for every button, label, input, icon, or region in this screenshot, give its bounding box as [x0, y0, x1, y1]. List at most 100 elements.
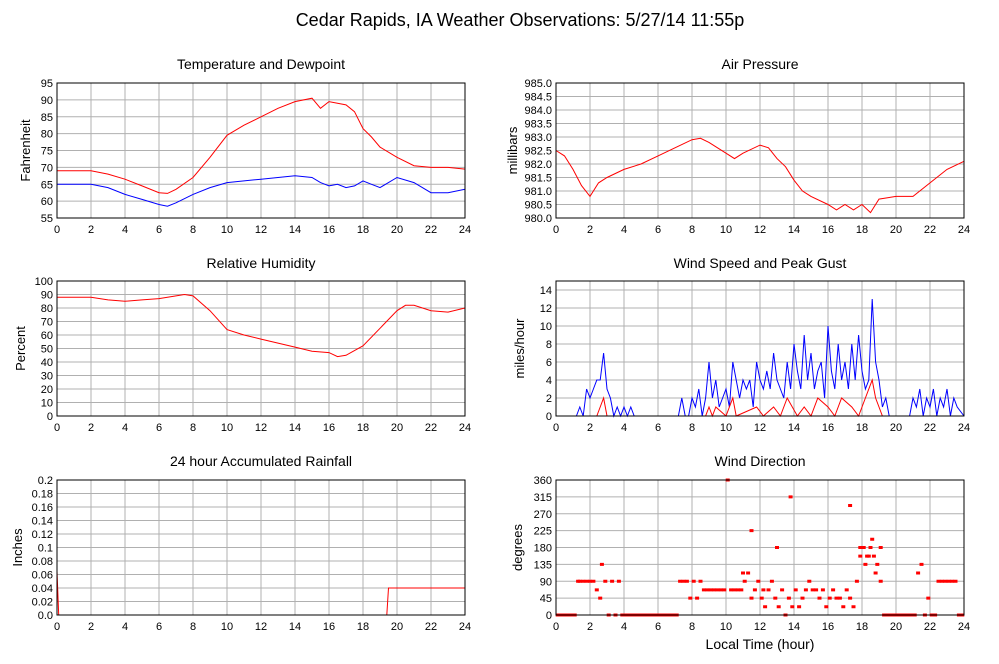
plot-frame — [555, 82, 965, 219]
scatter-point — [705, 588, 710, 592]
x-tick-label: 16 — [822, 422, 834, 434]
scatter-point — [718, 588, 723, 592]
rain-chart: 0 2 4 6 8 10 12 14 16 18 20 22 240.00.020.040.060.08… — [10, 453, 471, 633]
shared-x-axis-label: Local Time (hour) — [706, 636, 815, 652]
x-tick-label: 4 — [621, 422, 627, 434]
chart-title: Wind Speed and Peak Gust — [674, 255, 847, 271]
y-tick-label: 983.5 — [524, 119, 552, 131]
scatter-point — [742, 579, 747, 583]
scatter-point — [584, 579, 589, 583]
y-tick-label: 95 — [41, 78, 53, 90]
scatter-point — [752, 588, 757, 592]
x-tick-label: 20 — [890, 621, 902, 633]
y-axis-label: miles/hour — [512, 318, 527, 379]
chart-title: Temperature and Dewpoint — [177, 56, 345, 72]
y-tick-label: 983.0 — [524, 132, 552, 144]
scatter-point — [875, 562, 880, 566]
series-line-0 — [57, 293, 466, 358]
y-tick-label: 0.0 — [38, 610, 53, 622]
scatter-point — [870, 537, 875, 541]
x-tick-label: 10 — [720, 224, 732, 236]
x-tick-label: 6 — [156, 621, 162, 633]
scatter-point — [878, 579, 883, 583]
scatter-point — [943, 579, 948, 583]
x-tick-label: 18 — [856, 621, 868, 633]
x-tick-label: 8 — [689, 422, 695, 434]
direction-chart: 0 2 4 6 8 10 12 14 16 18 20 22 240459013518022527031… — [510, 453, 970, 633]
y-tick-label: 0.06 — [32, 570, 53, 582]
scatter-point — [793, 588, 798, 592]
scatter-point — [712, 588, 717, 592]
plot-frame — [555, 479, 965, 616]
x-tick-label: 12 — [255, 224, 267, 236]
y-tick-label: 40 — [41, 357, 53, 369]
y-tick-label: 100 — [35, 276, 53, 288]
y-tick-label: 0.18 — [32, 489, 53, 501]
scatter-point — [746, 571, 751, 575]
scatter-point — [871, 554, 876, 558]
x-tick-label: 14 — [788, 621, 800, 633]
x-tick-label: 18 — [357, 422, 369, 434]
scatter-point — [834, 596, 839, 600]
scatter-point — [824, 605, 829, 609]
scatter-point — [678, 579, 683, 583]
x-tick-label: 22 — [425, 621, 437, 633]
series-line-0 — [57, 97, 466, 194]
y-tick-label: 90 — [41, 290, 53, 302]
x-tick-label: 10 — [221, 422, 233, 434]
scatter-point — [820, 588, 825, 592]
y-tick-label: 90 — [41, 95, 53, 107]
y-tick-label: 180 — [534, 543, 552, 555]
y-tick-label: 0.04 — [32, 583, 53, 595]
x-tick-label: 22 — [425, 224, 437, 236]
scatter-point — [775, 546, 779, 549]
y-tick-label: 60 — [41, 330, 53, 342]
x-tick-label: 14 — [788, 422, 800, 434]
x-tick-label: 10 — [720, 621, 732, 633]
scatter-point — [919, 562, 924, 566]
x-tick-label: 6 — [655, 224, 661, 236]
scatter-point — [766, 588, 771, 592]
chart-title: Air Pressure — [721, 56, 798, 72]
scatter-point — [695, 596, 700, 600]
scatter-point — [953, 579, 958, 583]
y-axis-label: millibars — [505, 126, 520, 174]
y-tick-label: 0.12 — [32, 529, 53, 541]
x-tick-label: 0 — [553, 422, 559, 434]
x-tick-label: 10 — [221, 224, 233, 236]
y-tick-label: 0.14 — [32, 516, 53, 528]
y-tick-label: 70 — [41, 317, 53, 329]
x-tick-label: 16 — [323, 422, 335, 434]
x-tick-label: 12 — [754, 224, 766, 236]
scatter-point — [769, 579, 774, 583]
scatter-point — [739, 588, 744, 592]
scatter-point — [858, 546, 863, 549]
y-tick-label: 980.0 — [524, 213, 552, 225]
y-tick-label: 14 — [540, 285, 552, 297]
scatter-point — [841, 605, 846, 609]
x-tick-label: 8 — [190, 224, 196, 236]
x-tick-label: 6 — [655, 621, 661, 633]
x-tick-label: 22 — [924, 422, 936, 434]
scatter-point — [741, 571, 745, 575]
x-tick-label: 10 — [720, 422, 732, 434]
y-tick-label: 982.0 — [524, 159, 552, 171]
scatter-point — [858, 554, 863, 558]
scatter-point — [599, 562, 604, 566]
scatter-point — [866, 554, 871, 558]
y-tick-label: 135 — [534, 559, 552, 571]
scatter-point — [827, 596, 832, 600]
y-tick-label: 981.5 — [524, 173, 552, 185]
y-axis-label: Percent — [13, 326, 28, 371]
x-tick-label: 4 — [621, 224, 627, 236]
x-tick-label: 2 — [88, 224, 94, 236]
plot-frame — [56, 82, 466, 219]
scatter-point — [610, 579, 615, 583]
scatter-point — [681, 579, 686, 583]
scatter-point — [790, 605, 795, 609]
x-tick-label: 20 — [890, 422, 902, 434]
x-tick-label: 22 — [924, 621, 936, 633]
x-tick-label: 0 — [553, 621, 559, 633]
x-tick-label: 0 — [54, 422, 60, 434]
